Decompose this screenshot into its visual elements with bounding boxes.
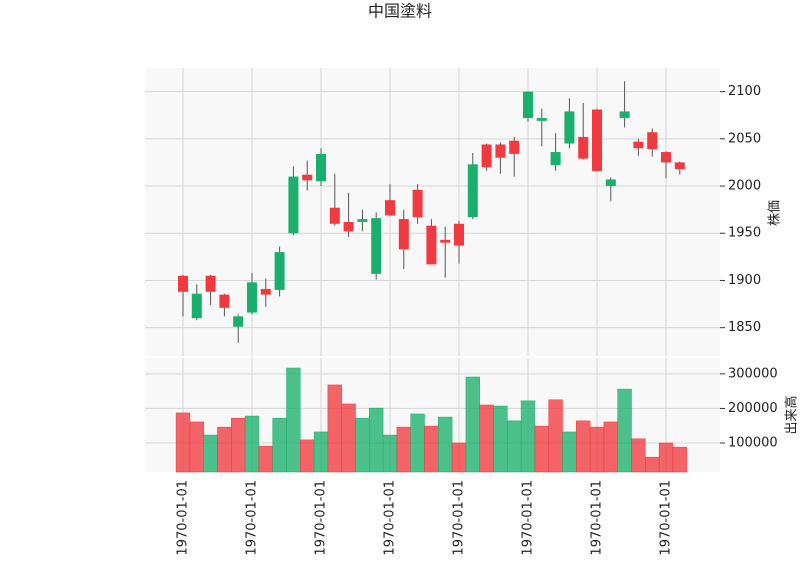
volume-bar (369, 407, 384, 473)
volume-tick-label: 100000 (728, 435, 778, 450)
volume-bar (189, 421, 204, 473)
candle-body (412, 189, 423, 218)
volume-bar (438, 416, 453, 473)
volume-bar (603, 421, 618, 473)
volume-tick-label: 300000 (728, 366, 778, 381)
candle-body (633, 141, 644, 149)
x-tick-label: 1970-01-01 (659, 480, 674, 556)
volume-bar (396, 426, 411, 473)
volume-bar (658, 442, 674, 473)
volume-bar (520, 400, 536, 473)
candle-body (495, 144, 506, 158)
candle-body (564, 111, 575, 144)
volume-bar (258, 445, 273, 473)
candle-body (509, 140, 520, 154)
volume-bar (327, 384, 342, 473)
volume-bar (465, 376, 480, 473)
volume-bar (313, 431, 329, 473)
volume-bar (617, 388, 632, 473)
volume-bar (203, 434, 218, 473)
volume-tick-label: 200000 (728, 401, 778, 416)
volume-bar (548, 399, 563, 473)
candle-body (467, 164, 478, 218)
candle-body (274, 252, 285, 290)
y-tick-label: 2100 (728, 84, 761, 99)
candle-body (550, 152, 561, 166)
volume-bar (631, 438, 646, 473)
volume-axis-label: 出来高 (784, 395, 800, 434)
volume-bar (534, 425, 549, 473)
volume-bar (175, 412, 191, 473)
volume-bar (341, 403, 356, 473)
candle-body (647, 132, 658, 150)
x-tick-label: 1970-01-01 (383, 480, 398, 556)
candle-body (329, 207, 340, 224)
volume-bar (576, 420, 591, 473)
volume-bar (479, 404, 494, 473)
volume-bar (493, 405, 508, 473)
volume-bar (672, 446, 687, 473)
volume-bar (382, 434, 398, 473)
y-axis-label: 株価 (768, 200, 783, 226)
candle-body (357, 219, 368, 222)
candle-body (191, 293, 202, 319)
y-tick-label: 2050 (728, 131, 761, 146)
candle-body (178, 275, 188, 292)
volume-bar (231, 417, 246, 473)
x-tick-label: 1970-01-01 (176, 480, 191, 556)
candle-body (426, 225, 437, 265)
x-tick-label: 1970-01-01 (314, 480, 329, 556)
volume-bar (589, 426, 605, 473)
candle-body (205, 275, 216, 292)
candle-body (578, 136, 589, 159)
volume-bar (300, 439, 315, 473)
candle-body (605, 179, 616, 187)
candle-body (398, 219, 409, 250)
candle-body (371, 218, 382, 274)
volume-bar (562, 431, 577, 473)
candle-body (316, 153, 326, 182)
x-tick-label: 1970-01-01 (245, 480, 260, 556)
x-tick-label: 1970-01-01 (590, 480, 605, 556)
candle-body (233, 316, 244, 327)
volume-bar (217, 426, 232, 473)
price-panel (145, 68, 720, 356)
volume-bar (424, 425, 439, 473)
candle-body (440, 239, 451, 243)
volume-bar (507, 420, 522, 473)
volume-bar (272, 417, 287, 473)
candle-body (523, 91, 533, 119)
candle-body (260, 288, 271, 295)
candle-body (674, 162, 685, 170)
y-tick-label: 1950 (728, 226, 761, 241)
volume-bar (451, 442, 467, 473)
chart-title: 中国塗料 (368, 2, 432, 21)
candle-body (454, 223, 464, 246)
volume-bar (410, 413, 425, 473)
volume-bar (355, 417, 370, 473)
volume-bar (286, 367, 301, 473)
candle-body (302, 174, 313, 181)
candle-body (247, 282, 257, 313)
y-tick-label: 1850 (728, 320, 761, 335)
volume-bar (244, 415, 260, 473)
y-tick-label: 2000 (728, 179, 761, 194)
x-tick-label: 1970-01-01 (521, 480, 536, 556)
candle-body (343, 221, 354, 232)
candle-body (592, 109, 602, 171)
candle-body (219, 294, 230, 308)
candle-body (481, 144, 492, 168)
y-tick-label: 1900 (728, 273, 761, 288)
candle-body (661, 152, 671, 163)
candle-body (536, 118, 547, 121)
volume-bar (645, 456, 660, 473)
x-tick-label: 1970-01-01 (452, 480, 467, 556)
candle-body (619, 111, 630, 119)
candle-body (385, 200, 395, 216)
candle-body (288, 176, 299, 234)
